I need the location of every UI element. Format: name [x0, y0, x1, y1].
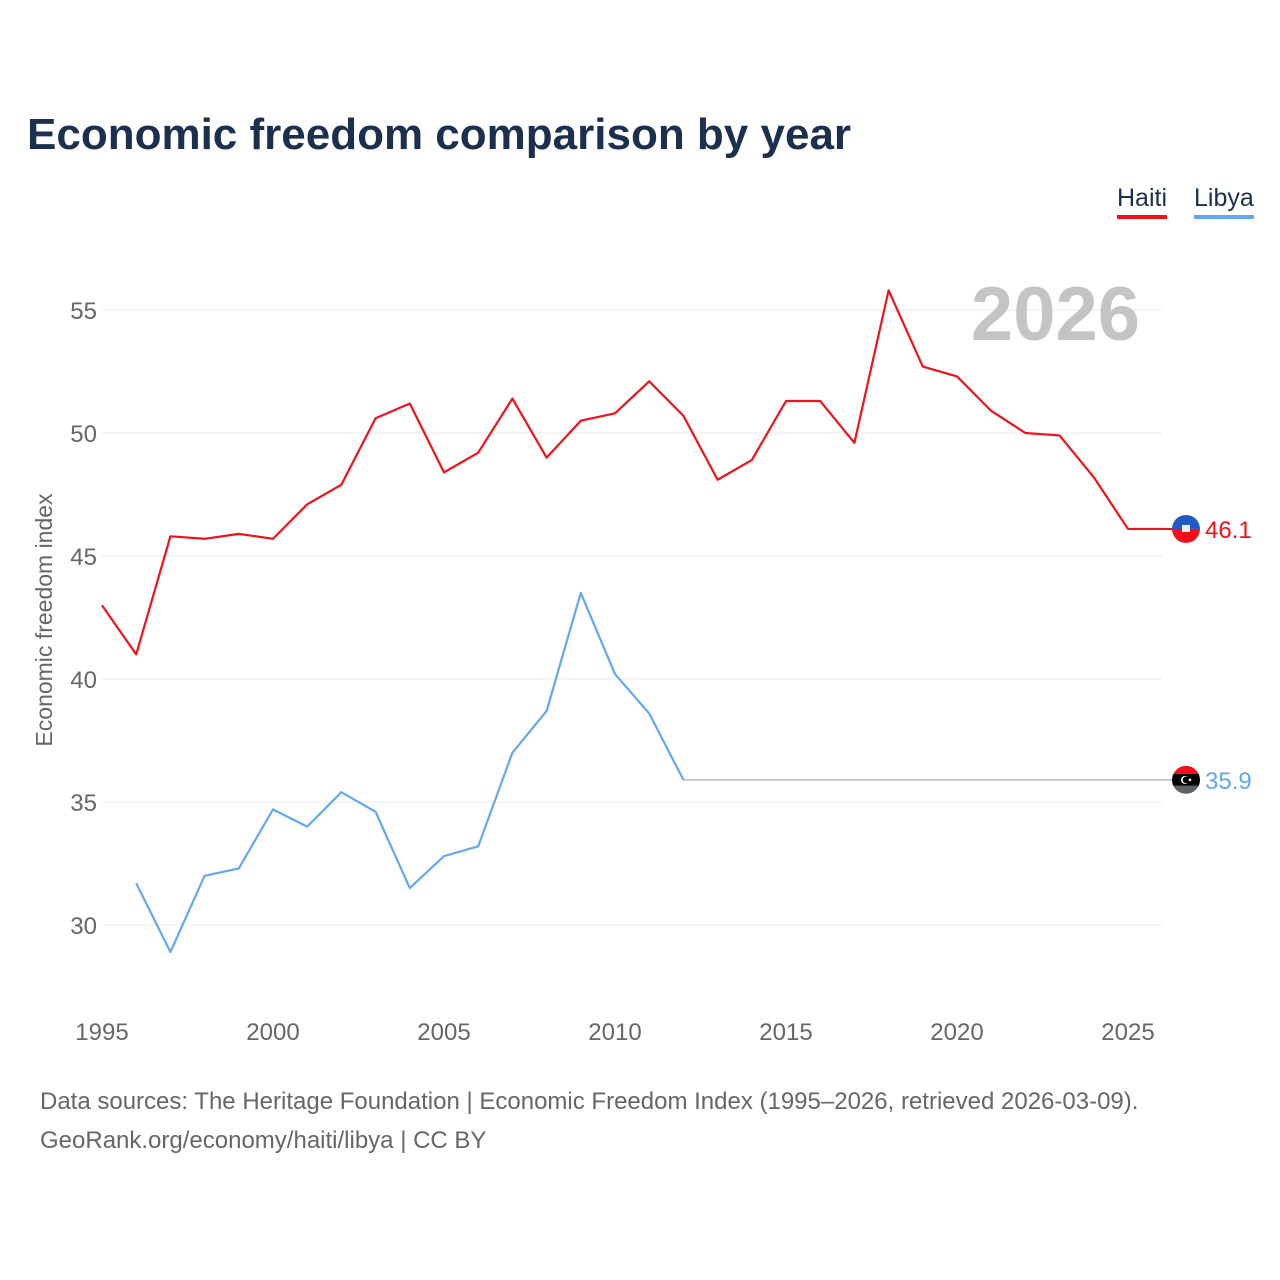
y-tick-label: 30 — [70, 913, 97, 940]
legend-libya[interactable]: Libya — [1194, 184, 1254, 219]
x-tick-label: 2010 — [588, 1019, 641, 1046]
legend-haiti[interactable]: Haiti — [1117, 184, 1168, 219]
x-tick-label: 2005 — [417, 1019, 470, 1046]
footer-link[interactable]: GeoRank.org/economy/haiti/libya | CC BY — [40, 1127, 487, 1154]
x-tick-label: 2020 — [930, 1019, 983, 1046]
end-value-label-haiti: 46.1 — [1205, 517, 1252, 544]
x-tick-label: 2000 — [246, 1019, 299, 1046]
flag-haiti-icon — [1172, 514, 1200, 543]
series-line-haiti — [101, 289, 1163, 656]
y-tick-label: 35 — [70, 790, 97, 817]
year-watermark: 2026 — [971, 272, 1140, 357]
y-tick-label: 45 — [70, 544, 97, 571]
flag-libya-icon — [1172, 765, 1200, 794]
chart-title: Economic freedom comparison by year — [27, 110, 852, 159]
x-tick-label: 1995 — [75, 1019, 128, 1046]
footer-sources: Data sources: The Heritage Foundation | … — [40, 1088, 1139, 1115]
y-tick-label: 40 — [70, 667, 97, 694]
x-tick-label: 2025 — [1101, 1019, 1154, 1046]
series-line-libya — [135, 591, 685, 954]
end-value-label-libya: 35.9 — [1205, 768, 1252, 795]
y-tick-label: 55 — [70, 298, 97, 325]
y-tick-label: 50 — [70, 421, 97, 448]
y-axis-label: Economic freedom index — [31, 493, 57, 747]
x-tick-label: 2015 — [759, 1019, 812, 1046]
